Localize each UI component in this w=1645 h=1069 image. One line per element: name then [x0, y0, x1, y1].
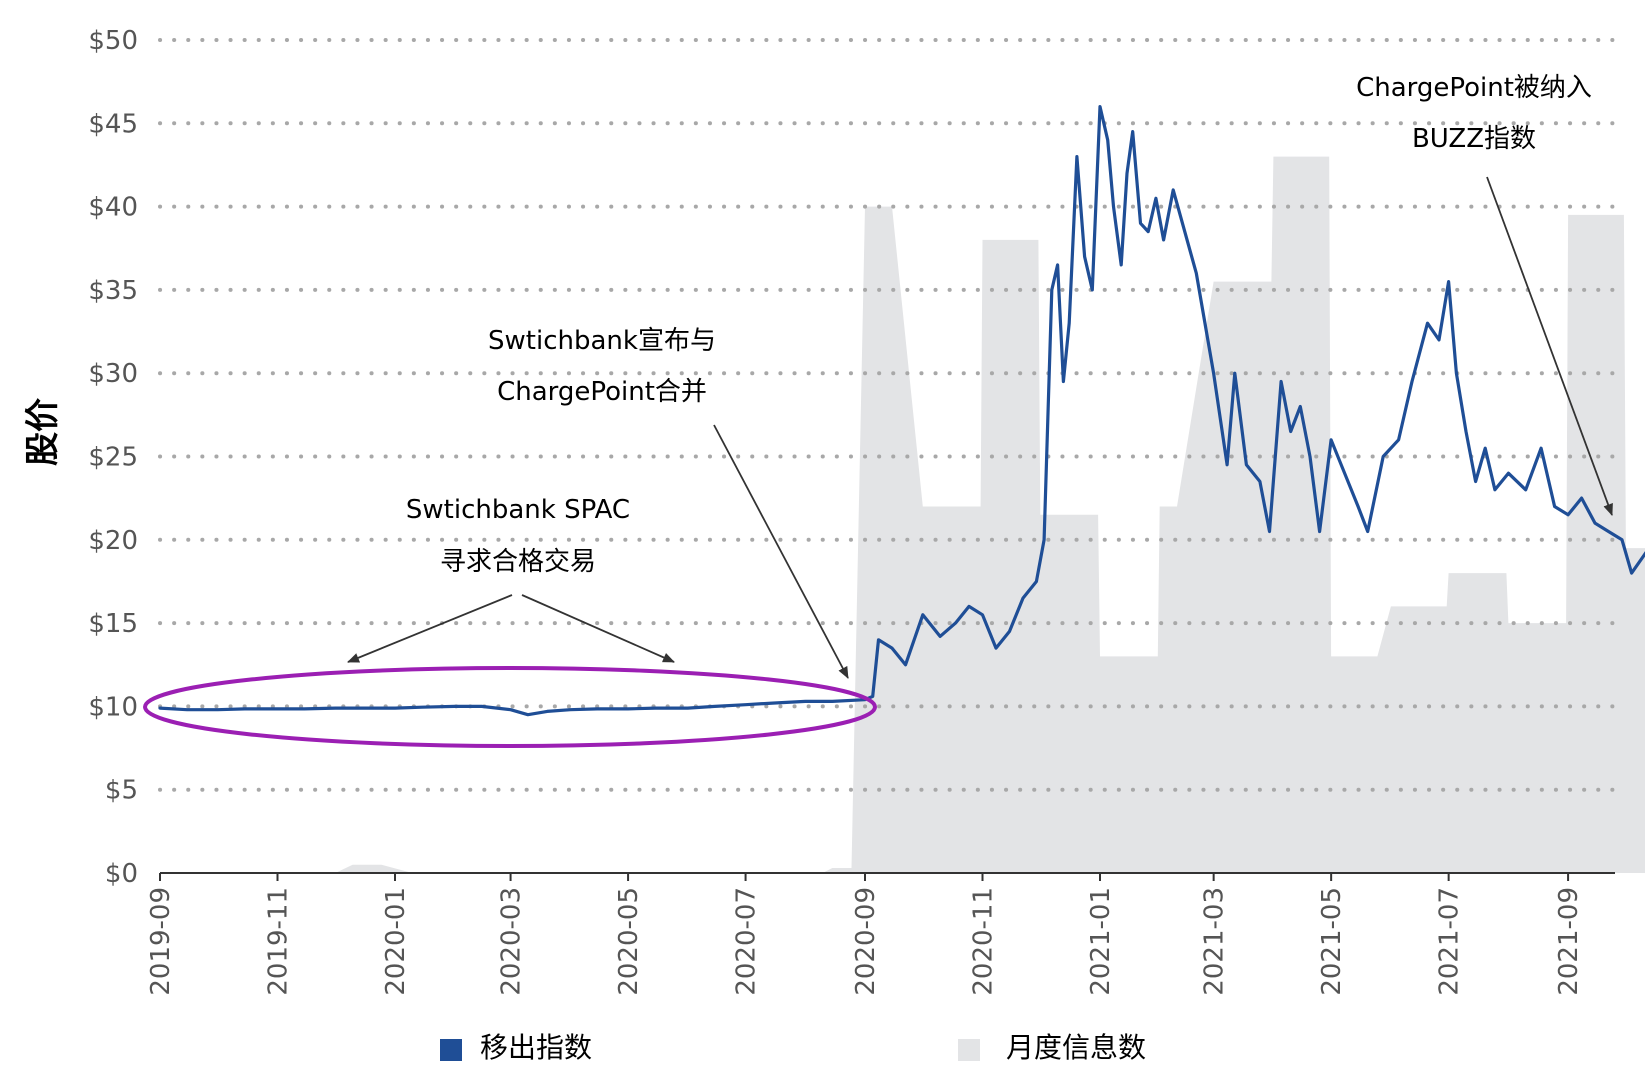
annotation-spac-arrow-right: [521, 594, 675, 663]
annotation-merger-line1: Swtichbank宣布与: [488, 326, 716, 356]
x-tick-label-2020-05: 2020-05: [614, 887, 644, 996]
annotation-spac-line1: Swtichbank SPAC: [406, 495, 630, 525]
y-tick-label-20: $20: [88, 526, 138, 556]
annotation-buzz-line1: ChargePoint被纳入: [1356, 73, 1592, 103]
highlight-ellipse: [143, 666, 877, 748]
x-tick-label-2021-03: 2021-03: [1200, 887, 1230, 996]
x-tick-label-2020-01: 2020-01: [381, 887, 411, 996]
grid-layer: [158, 38, 1627, 792]
x-tick-label-2020-09: 2020-09: [851, 887, 881, 996]
annotation-merger-arrow: [713, 424, 849, 679]
x-tick-label-2020-03: 2020-03: [497, 887, 527, 996]
y-tick-label-50: $50: [88, 26, 138, 56]
y-tick-label-40: $40: [88, 193, 138, 223]
y-tick-label-10: $10: [88, 692, 138, 722]
x-tick-label-2021-01: 2021-01: [1086, 887, 1116, 996]
legend-swatch-area: [958, 1039, 980, 1061]
x-tick-label-2019-09: 2019-09: [146, 887, 176, 996]
y-axis-title: 股价: [23, 398, 63, 466]
legend-swatch-line: [440, 1039, 462, 1061]
stock-price-line-layer: [158, 105, 1645, 717]
x-tick-layer: 2019-09 2019-11 2020-01 2020-03 2020-05 2020-…: [146, 873, 1584, 996]
x-tick-label-2021-07: 2021-07: [1435, 887, 1465, 996]
annotation-spac-arrow-left: [347, 594, 513, 663]
message-count-area-layer: [160, 156, 1645, 873]
y-tick-label-35: $35: [88, 276, 138, 306]
y-tick-label-5: $5: [105, 776, 138, 806]
annotation-merger: Swtichbank宣布与 ChargePoint合并: [488, 326, 849, 679]
legend-label-area: 月度信息数: [1006, 1031, 1146, 1064]
annotation-buzz-line2: BUZZ指数: [1412, 124, 1536, 154]
annotation-spac-line2: 寻求合格交易: [440, 547, 596, 577]
x-tick-label-2020-11: 2020-11: [969, 887, 999, 996]
x-tick-label-2021-05: 2021-05: [1317, 887, 1347, 996]
annotation-buzz-arrow: [1486, 176, 1613, 516]
y-tick-label-45: $45: [88, 109, 138, 139]
annotation-merger-line2: ChargePoint合并: [497, 377, 707, 407]
y-tick-layer: $0 $5 $10 $15 $20 $25 $30 $35 $40 $45 $50: [88, 26, 138, 889]
y-tick-label-30: $30: [88, 359, 138, 389]
annotation-spac: Swtichbank SPAC 寻求合格交易: [347, 495, 675, 663]
line-series-stock-price: [158, 105, 1645, 717]
y-tick-label-15: $15: [88, 609, 138, 639]
y-tick-label-25: $25: [88, 443, 138, 473]
x-tick-label-2020-07: 2020-07: [732, 887, 762, 996]
x-tick-label-2021-09: 2021-09: [1554, 887, 1584, 996]
y-tick-label-0: $0: [105, 859, 138, 889]
area-series-message-count: [160, 156, 1645, 873]
legend: 移出指数 月度信息数: [440, 1031, 1146, 1064]
legend-label-line: 移出指数: [480, 1031, 592, 1064]
annotation-buzz: ChargePoint被纳入 BUZZ指数: [1356, 73, 1613, 516]
x-tick-label-2019-11: 2019-11: [264, 887, 294, 996]
